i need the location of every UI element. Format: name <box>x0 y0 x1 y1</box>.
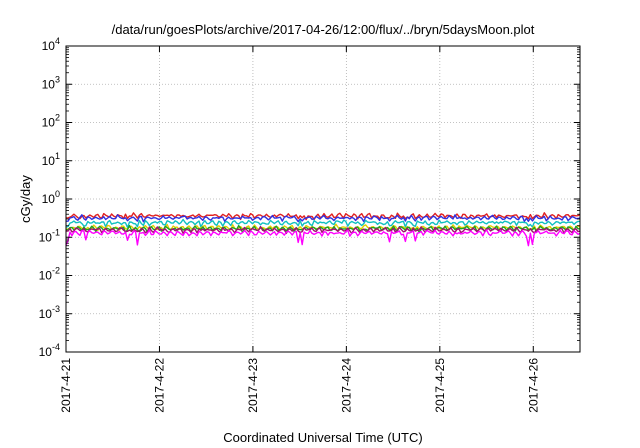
series-line <box>66 225 581 235</box>
y-tick-exponent: -2 <box>52 266 60 276</box>
series-line <box>65 218 580 229</box>
series-line <box>66 214 581 223</box>
y-tick-base: 10 <box>42 77 56 91</box>
y-tick-exponent: -3 <box>52 304 60 314</box>
y-tick-base: 10 <box>39 307 53 321</box>
y-tick-base: 10 <box>42 154 56 168</box>
x-tick-label: 2017-4-23 <box>246 358 260 413</box>
y-tick-base: 10 <box>39 230 53 244</box>
y-tick-label: 10-3 <box>39 304 60 321</box>
series-group <box>65 212 581 247</box>
x-tick-label: 2017-4-25 <box>433 358 447 413</box>
y-tick-label: 103 <box>42 74 60 91</box>
y-tick-base: 10 <box>42 39 56 53</box>
series-line <box>65 229 581 247</box>
x-tick-label: 2017-4-22 <box>152 358 166 413</box>
x-tick-label: 2017-4-26 <box>526 358 540 413</box>
series-line <box>65 212 581 221</box>
y-tick-label: 102 <box>42 113 60 130</box>
y-tick-base: 10 <box>42 116 56 130</box>
y-tick-exponent: -1 <box>52 227 60 237</box>
y-tick-label: 100 <box>42 189 60 206</box>
grid <box>66 46 580 352</box>
y-tick-base: 10 <box>42 192 56 206</box>
y-tick-label: 10-1 <box>39 227 60 244</box>
y-tick-base: 10 <box>39 345 53 359</box>
x-axis-label: Coordinated Universal Time (UTC) <box>223 430 422 445</box>
chart-title: /data/run/goesPlots/archive/2017-04-26/1… <box>112 22 535 37</box>
y-tick-label: 10-2 <box>39 266 60 283</box>
y-tick-base: 10 <box>39 269 53 283</box>
y-tick-label: 101 <box>42 151 60 168</box>
plot-frame <box>65 45 581 353</box>
y-tick-label: 10-4 <box>39 342 60 359</box>
y-tick-exponent: 4 <box>55 36 60 46</box>
y-tick-exponent: 0 <box>55 189 60 199</box>
y-axis-label: cGy/day <box>18 175 33 223</box>
x-axis: 2017-4-21 2017-4-22 2017-4-23 2017-4-24 2017… <box>59 46 540 413</box>
x-tick-label: 2017-4-24 <box>339 358 353 413</box>
y-tick-label: 104 <box>42 36 60 53</box>
y-tick-exponent: 1 <box>55 151 60 161</box>
y-tick-exponent: -4 <box>52 342 60 352</box>
y-tick-exponent: 3 <box>55 74 60 84</box>
y-tick-exponent: 2 <box>55 113 60 123</box>
x-tick-label: 2017-4-21 <box>59 358 73 413</box>
